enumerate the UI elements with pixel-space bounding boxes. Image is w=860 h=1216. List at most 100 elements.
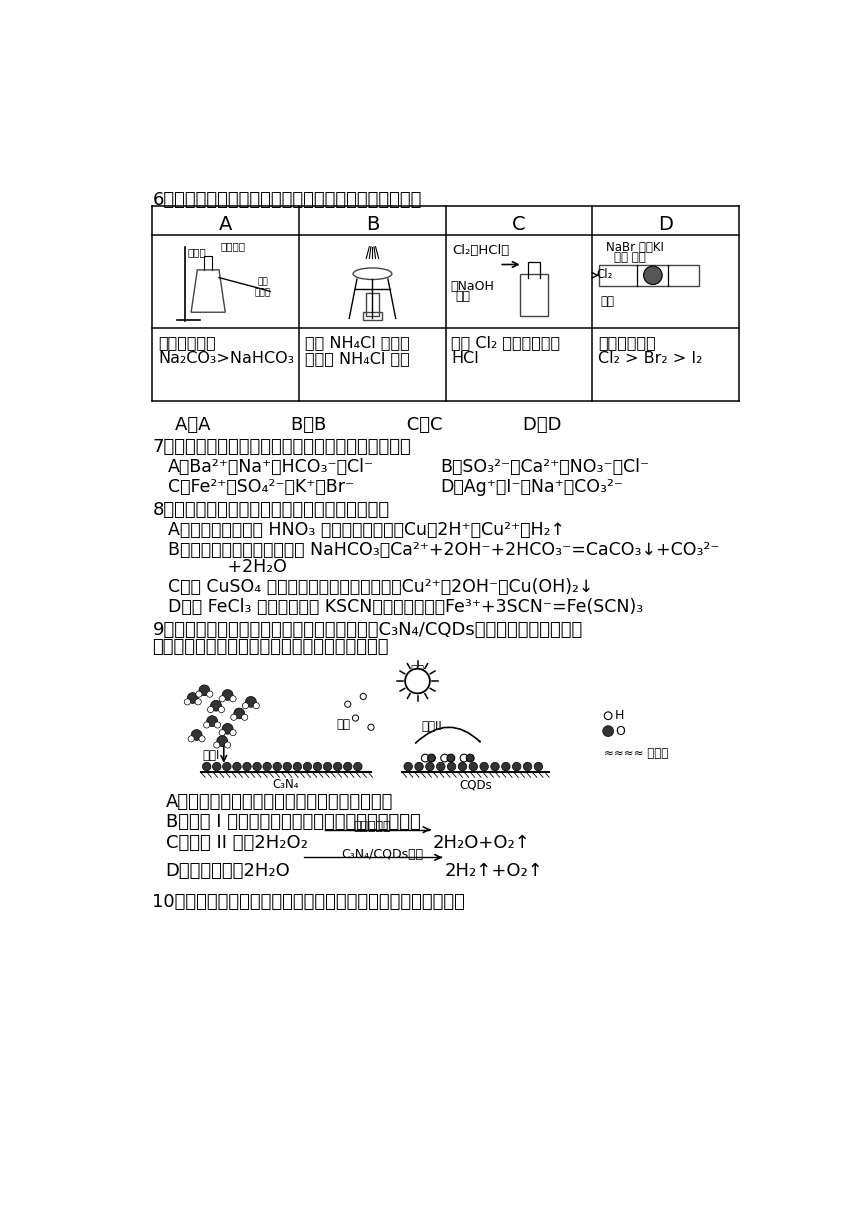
Text: Na₂CO₃>NaHCO₃: Na₂CO₃>NaHCO₃	[158, 350, 294, 366]
Text: ≈≈≈≈ 催化剂: ≈≈≈≈ 催化剂	[604, 747, 667, 760]
Text: 分解水，原理如图所示。下列说法不正确的是（）: 分解水，原理如图所示。下列说法不正确的是（）	[152, 638, 389, 655]
Circle shape	[253, 762, 261, 771]
Circle shape	[427, 754, 435, 762]
Circle shape	[523, 762, 531, 771]
Circle shape	[230, 730, 236, 736]
Circle shape	[207, 706, 213, 713]
Circle shape	[184, 699, 190, 705]
Text: B．SO₃²⁻、Ca²⁺、NO₃⁻、Cl⁻: B．SO₃²⁻、Ca²⁺、NO₃⁻、Cl⁻	[440, 457, 650, 475]
Circle shape	[421, 754, 429, 762]
Circle shape	[405, 669, 430, 693]
Circle shape	[222, 689, 233, 700]
Text: Cl₂ > Br₂ > I₂: Cl₂ > Br₂ > I₂	[598, 350, 703, 366]
Text: 溶液: 溶液	[455, 289, 470, 303]
Circle shape	[605, 711, 612, 720]
Bar	[366, 293, 378, 316]
Circle shape	[245, 697, 256, 708]
Text: A．Ba²⁺、Na⁺、HCO₃⁻、Cl⁻: A．Ba²⁺、Na⁺、HCO₃⁻、Cl⁻	[168, 457, 374, 475]
Text: 除去 Cl₂ 中的杂质气体: 除去 Cl₂ 中的杂质气体	[452, 336, 561, 350]
Bar	[363, 313, 382, 320]
Circle shape	[293, 762, 302, 771]
Text: CQDs: CQDs	[459, 778, 492, 792]
FancyArrowPatch shape	[415, 727, 480, 743]
Text: D: D	[659, 215, 673, 233]
Text: D．总反应为：2H₂O: D．总反应为：2H₂O	[166, 862, 291, 880]
Text: C₃N₄/CQDs，光: C₃N₄/CQDs，光	[341, 849, 423, 861]
Text: A．向铜粉中滴加稀 HNO₃ 溶液，产生气体：Cu＋2H⁺＝Cu²⁺＋H₂↑: A．向铜粉中滴加稀 HNO₃ 溶液，产生气体：Cu＋2H⁺＝Cu²⁺＋H₂↑	[168, 520, 565, 539]
Circle shape	[219, 730, 225, 736]
Text: O: O	[615, 725, 625, 738]
Text: H: H	[615, 709, 624, 722]
Circle shape	[404, 762, 413, 771]
Circle shape	[204, 722, 210, 728]
Circle shape	[217, 736, 228, 747]
Text: 蒸干 NH₄Cl 饱和溶: 蒸干 NH₄Cl 饱和溶	[304, 336, 409, 350]
Circle shape	[466, 754, 474, 762]
Circle shape	[334, 762, 342, 771]
Circle shape	[603, 726, 613, 737]
Text: A．A              B．B              C．C              D．D: A．A B．B C．C D．D	[152, 416, 562, 434]
Circle shape	[214, 722, 221, 728]
Text: 证明稳定性：: 证明稳定性：	[158, 336, 216, 350]
Circle shape	[230, 696, 236, 702]
Circle shape	[211, 700, 221, 711]
Text: 反应I: 反应I	[202, 749, 219, 762]
Text: 溶液 溶液: 溶液 溶液	[614, 252, 646, 264]
Text: 6．下列装置进行相应的实验，能达到实验目的的是（）: 6．下列装置进行相应的实验，能达到实验目的的是（）	[152, 191, 421, 209]
Text: C: C	[513, 215, 526, 233]
Text: B．反应 I 中涉及到非极性键的断裂和极性键的形成: B．反应 I 中涉及到非极性键的断裂和极性键的形成	[166, 812, 421, 831]
Text: 9．中国化学家研究出一种新型复合光催化剂（C₃N₄/CQDs），能利用太阳光高效: 9．中国化学家研究出一种新型复合光催化剂（C₃N₄/CQDs），能利用太阳光高效	[152, 621, 583, 640]
Circle shape	[202, 762, 211, 771]
Text: Cl₂（HCl）: Cl₂（HCl）	[452, 244, 509, 258]
Text: B: B	[366, 215, 379, 233]
Text: 2H₂O+O₂↑: 2H₂O+O₂↑	[433, 834, 531, 852]
Circle shape	[224, 742, 230, 748]
Text: 脱阳: 脱阳	[336, 717, 350, 731]
Circle shape	[263, 762, 272, 771]
Circle shape	[353, 715, 359, 721]
Text: 滴液
石灰水: 滴液 石灰水	[255, 277, 271, 297]
Text: 太阳: 太阳	[410, 664, 425, 677]
Circle shape	[233, 762, 241, 771]
Circle shape	[480, 762, 488, 771]
Text: A．通过该反应，实现了太阳能向化学能的转化: A．通过该反应，实现了太阳能向化学能的转化	[166, 794, 393, 811]
Circle shape	[196, 691, 202, 697]
Text: D．Ag⁺、I⁻、Na⁺、CO₃²⁻: D．Ag⁺、I⁻、Na⁺、CO₃²⁻	[440, 478, 624, 496]
Circle shape	[447, 762, 456, 771]
Circle shape	[360, 693, 366, 699]
Text: 7．在酸性透明的溶液中可以大量共存的离子组是（）: 7．在酸性透明的溶液中可以大量共存的离子组是（）	[152, 438, 411, 456]
Circle shape	[447, 754, 455, 762]
Circle shape	[368, 725, 374, 731]
Text: D．向 FeCl₃ 溶液滴加几滴 KSCN，溶液变红色：Fe³⁺+3SCN⁻=Fe(SCN)₃: D．向 FeCl₃ 溶液滴加几滴 KSCN，溶液变红色：Fe³⁺+3SCN⁻=F…	[168, 598, 643, 617]
Circle shape	[513, 762, 521, 771]
Circle shape	[243, 703, 249, 709]
Text: 碳酸钠: 碳酸钠	[187, 248, 206, 258]
Circle shape	[199, 685, 210, 696]
Text: 浓NaOH: 浓NaOH	[451, 280, 494, 293]
Circle shape	[458, 762, 467, 771]
Text: 8．下列解释实验事实的离子方程式正确的是（）: 8．下列解释实验事实的离子方程式正确的是（）	[152, 501, 390, 519]
Circle shape	[469, 762, 477, 771]
Bar	[599, 265, 699, 286]
Text: C．Fe²⁺、SO₄²⁻、K⁺、Br⁻: C．Fe²⁺、SO₄²⁻、K⁺、Br⁻	[168, 478, 354, 496]
Text: C₃N₄: C₃N₄	[273, 778, 299, 792]
Text: 催化剂，光: 催化剂，光	[353, 821, 390, 833]
Text: 验证氧化性：: 验证氧化性：	[598, 336, 655, 350]
Circle shape	[230, 714, 237, 720]
Circle shape	[242, 714, 248, 720]
Text: B．澄清石灰水中加入少量的 NaHCO₃：Ca²⁺+2OH⁻+2HCO₃⁻=CaCO₃↓+CO₃²⁻: B．澄清石灰水中加入少量的 NaHCO₃：Ca²⁺+2OH⁻+2HCO₃⁻=Ca…	[168, 541, 720, 559]
Circle shape	[426, 762, 434, 771]
Circle shape	[234, 708, 245, 719]
Text: Cl₂: Cl₂	[596, 268, 612, 281]
Circle shape	[440, 754, 449, 762]
Text: 液制备 NH₄Cl 晶体: 液制备 NH₄Cl 晶体	[304, 350, 409, 366]
Circle shape	[273, 762, 281, 771]
Circle shape	[283, 762, 292, 771]
Text: A: A	[219, 215, 232, 233]
Circle shape	[501, 762, 510, 771]
Circle shape	[213, 742, 220, 748]
Circle shape	[191, 730, 202, 741]
Circle shape	[212, 762, 221, 771]
Circle shape	[437, 762, 445, 771]
Text: 反应II: 反应II	[421, 720, 442, 732]
